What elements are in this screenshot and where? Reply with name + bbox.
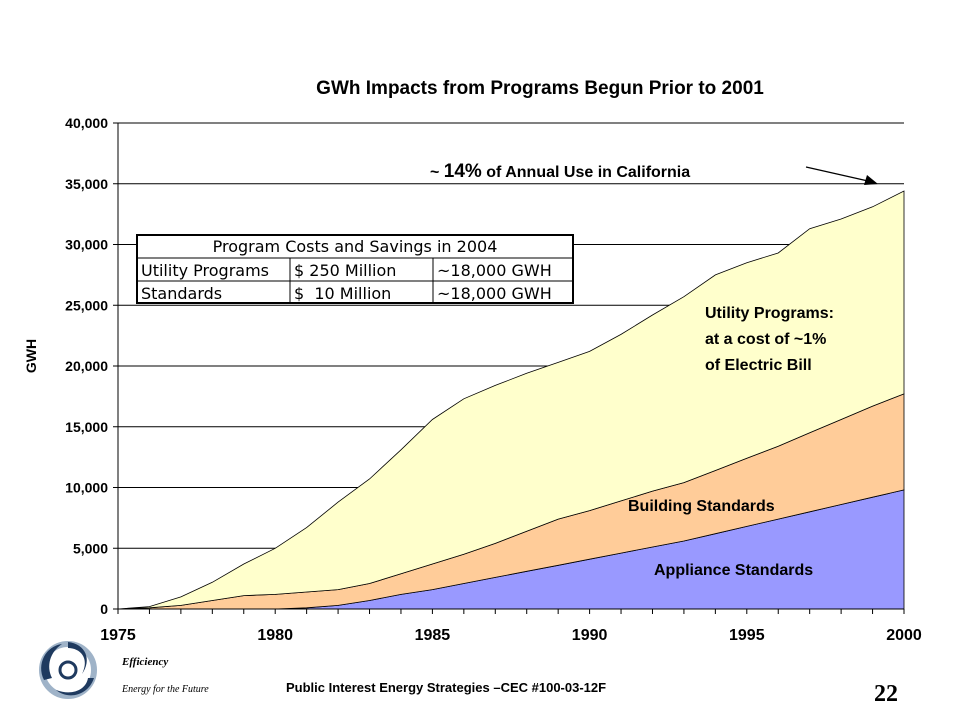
- inset-cell-standards-cost: $ 10 Million: [294, 284, 391, 303]
- y-tick-label: 10,000: [65, 480, 108, 496]
- x-tick-label: 1975: [100, 627, 136, 644]
- x-tick-label: 1995: [729, 627, 765, 644]
- y-tick-label: 30,000: [65, 237, 108, 253]
- annotation-total: ~ 14% of Annual Use in California: [430, 161, 690, 182]
- annotation-utility-line1: Utility Programs:: [705, 305, 834, 322]
- x-tick-label: 1985: [415, 627, 451, 644]
- y-axis-label: GWH: [23, 339, 39, 373]
- area-series-group: [117, 190, 905, 610]
- area-series-utility-programs: [117, 190, 905, 610]
- y-tick-label: 25,000: [65, 297, 108, 313]
- annotation-utility-line2: at a cost of ~1%: [705, 331, 826, 348]
- x-tick-label: 2000: [886, 627, 922, 644]
- inset-cell-standards-label: Standards: [141, 284, 222, 303]
- annotation-utility-line3: of Electric Bill: [705, 357, 812, 374]
- y-tick-label: 15,000: [65, 419, 108, 435]
- y-tick-label: 35,000: [65, 176, 108, 192]
- y-tick-label: 20,000: [65, 358, 108, 374]
- x-tick-label: 1980: [257, 627, 293, 644]
- efficiency-logo: [39, 641, 97, 699]
- chart-title: GWh Impacts from Programs Begun Prior to…: [316, 78, 764, 99]
- y-tick-label: 0: [100, 601, 108, 617]
- footer-citation: Public Interest Energy Strategies –CEC #…: [286, 680, 607, 695]
- page-number: 22: [874, 681, 898, 707]
- annotation-appliance-standards: Appliance Standards: [654, 562, 813, 579]
- logo-name: Efficiency: [122, 656, 169, 668]
- annotation-total-pct: 14%: [444, 161, 482, 182]
- x-tick-labels: 1975 1980 1985 1990 1995 2000: [100, 627, 922, 644]
- annotation-total-suffix: of Annual Use in California: [482, 164, 690, 181]
- annotation-arrow: [805, 166, 878, 185]
- inset-cell-utility-label: Utility Programs: [141, 261, 269, 280]
- y-tick-labels: 0 5,000 10,000 15,000 20,000 25,000 30,000 35,0…: [65, 115, 108, 617]
- y-tick-label: 40,000: [65, 115, 108, 131]
- axes: [113, 122, 905, 614]
- x-tick-label: 1990: [572, 627, 608, 644]
- y-tick-label: 5,000: [73, 540, 108, 556]
- annotation-total-prefix: ~: [430, 164, 444, 181]
- annotation-building-standards: Building Standards: [628, 498, 775, 515]
- inset-table: Program Costs and Savings in 2004 Utilit…: [136, 234, 574, 304]
- inset-cell-utility-savings: ~18,000 GWH: [437, 261, 552, 280]
- inset-table-title: Program Costs and Savings in 2004: [213, 237, 498, 256]
- inset-cell-standards-savings: ~18,000 GWH: [437, 284, 552, 303]
- logo-tagline: Energy for the Future: [122, 684, 209, 695]
- inset-cell-utility-cost: $ 250 Million: [294, 261, 396, 280]
